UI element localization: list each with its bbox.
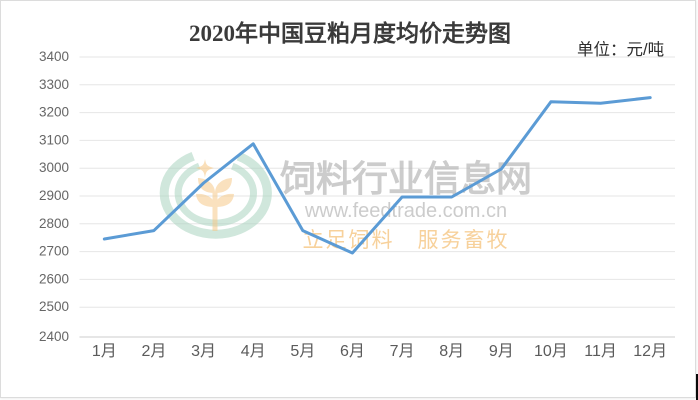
svg-text:2月: 2月 [141, 343, 166, 360]
svg-text:8月: 8月 [439, 343, 464, 360]
svg-text:2600: 2600 [39, 271, 69, 286]
svg-text:2900: 2900 [39, 188, 69, 203]
svg-text:3000: 3000 [39, 160, 69, 175]
svg-text:3400: 3400 [39, 49, 69, 64]
svg-text:10月: 10月 [534, 343, 568, 360]
svg-text:12月: 12月 [633, 343, 667, 360]
svg-text:11月: 11月 [584, 343, 617, 360]
svg-text:1月: 1月 [92, 343, 117, 360]
svg-text:3月: 3月 [191, 343, 216, 360]
svg-text:7月: 7月 [390, 343, 415, 360]
svg-text:9月: 9月 [489, 343, 514, 360]
svg-text:立足饲料 服务畜牧: 立足饲料 服务畜牧 [303, 229, 510, 252]
svg-text:3100: 3100 [39, 132, 69, 147]
svg-text:2400: 2400 [39, 329, 69, 344]
svg-text:4月: 4月 [241, 343, 266, 360]
svg-text:2500: 2500 [39, 299, 69, 314]
svg-text:2800: 2800 [39, 216, 69, 231]
svg-text:2700: 2700 [39, 244, 69, 259]
svg-text:3300: 3300 [39, 77, 69, 92]
svg-text:6月: 6月 [340, 343, 365, 360]
svg-text:5月: 5月 [290, 343, 315, 360]
svg-text:www.feedtrade.com.cn: www.feedtrade.com.cn [304, 200, 507, 222]
svg-text:3200: 3200 [39, 105, 69, 120]
svg-text:饲料行业信息网: 饲料行业信息网 [280, 158, 532, 199]
